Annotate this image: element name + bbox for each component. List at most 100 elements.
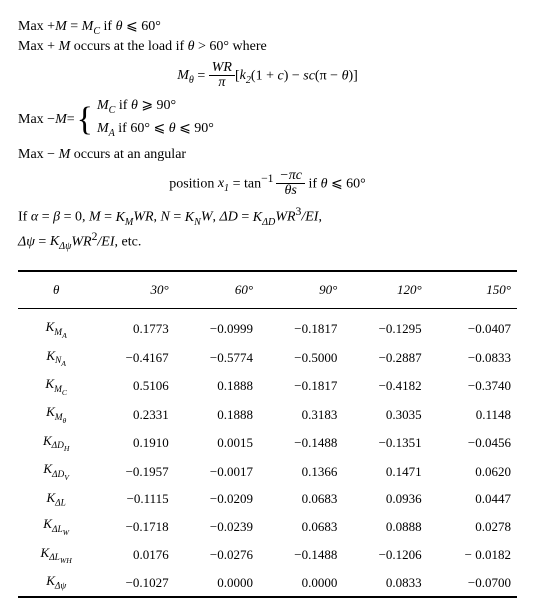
cell: −0.1718	[90, 512, 174, 540]
cell: −0.1488	[259, 429, 343, 457]
cell: −0.2887	[343, 344, 427, 372]
cell: −0.5000	[259, 344, 343, 372]
cell: 0.2331	[90, 400, 174, 428]
cell: 0.1888	[175, 400, 259, 428]
line-max-minus-m-cases: Max −M = { MC if θ ⩾ 90° MA if 60° ⩽ θ ⩽…	[18, 97, 517, 143]
cell: 0.0936	[343, 486, 427, 513]
var-M: M	[55, 112, 67, 128]
cell: 0.0888	[343, 512, 427, 540]
line-max-plus-m-occurs: Max + M occurs at the load if θ > 60° wh…	[18, 39, 517, 55]
var-theta: θ	[116, 19, 123, 34]
cell: −0.4167	[90, 344, 174, 372]
txt: if	[100, 19, 116, 34]
cell: −0.0700	[428, 569, 517, 597]
case-1: MC if θ ⩾ 90°	[97, 97, 214, 120]
table-row: KMθ0.23310.18880.31830.30350.1148	[18, 400, 517, 428]
row-label: KMC	[18, 372, 90, 400]
cell: −0.4182	[343, 372, 427, 400]
col-90: 90°	[259, 271, 343, 309]
txt: =	[67, 19, 82, 34]
coefficients-table: θ 30° 60° 90° 120° 150° KMA0.1773−0.0999…	[18, 270, 517, 598]
var-theta: θ	[188, 39, 195, 54]
txt: > 60° where	[195, 39, 267, 54]
col-120: 120°	[343, 271, 427, 309]
equation-position-x1: position x1 = tan−1 −πcθs if θ ⩽ 60°	[18, 169, 517, 199]
txt: ⩽ 60°	[123, 19, 161, 34]
cell: 0.1910	[90, 429, 174, 457]
row-label: KΔLW	[18, 512, 90, 540]
cell: −0.3740	[428, 372, 517, 400]
table-row: KΔLW−0.1718−0.02390.06830.08880.0278	[18, 512, 517, 540]
var-M: M	[59, 39, 71, 54]
cell: −0.1027	[90, 569, 174, 597]
row-label: KMθ	[18, 400, 90, 428]
txt: occurs at an angular	[70, 147, 186, 162]
cell: 0.0620	[428, 457, 517, 485]
cell: 0.0015	[175, 429, 259, 457]
line-max-minus-m-occurs: Max − M occurs at an angular	[18, 147, 517, 163]
table-row: KNA−0.4167−0.5774−0.5000−0.2887−0.0833	[18, 344, 517, 372]
cell: 0.3035	[343, 400, 427, 428]
row-label: KMA	[18, 315, 90, 343]
table-row: KΔDH0.19100.0015−0.1488−0.1351−0.0456	[18, 429, 517, 457]
line-max-plus-m-eq: Max +M = MC if θ ⩽ 60°	[18, 18, 517, 37]
table-row: KΔψ−0.10270.00000.00000.0833−0.0700	[18, 569, 517, 597]
brace-icon: {	[77, 103, 93, 137]
txt: Max +	[18, 19, 55, 34]
table-row: KΔDV−0.1957−0.00170.13660.14710.0620	[18, 457, 517, 485]
cell: −0.5774	[175, 344, 259, 372]
cell: 0.1888	[175, 372, 259, 400]
var-M: M	[55, 19, 67, 34]
cell: 0.0000	[175, 569, 259, 597]
equation-m-theta: Mθ = WRπ[k2(1 + c) − sc(π − θ)]	[18, 61, 517, 91]
cell: 0.0278	[428, 512, 517, 540]
row-label: KΔDH	[18, 429, 90, 457]
cell: 0.1148	[428, 400, 517, 428]
row-label: KΔDV	[18, 457, 90, 485]
col-60: 60°	[175, 271, 259, 309]
col-30: 30°	[90, 271, 174, 309]
txt: Max −	[18, 147, 59, 162]
cell: −0.1351	[343, 429, 427, 457]
cell: 0.1471	[343, 457, 427, 485]
cell: −0.0407	[428, 315, 517, 343]
cell: 0.0447	[428, 486, 517, 513]
cell: −0.0833	[428, 344, 517, 372]
txt: Max +	[18, 39, 59, 54]
row-label: KΔψ	[18, 569, 90, 597]
cell: 0.3183	[259, 400, 343, 428]
case-2: MA if 60° ⩽ θ ⩽ 90°	[97, 120, 214, 143]
cell: 0.1366	[259, 457, 343, 485]
txt: occurs at the load if	[70, 39, 187, 54]
cell: −0.1957	[90, 457, 174, 485]
table-row: KMC0.51060.1888−0.1817−0.4182−0.3740	[18, 372, 517, 400]
cell: −0.0017	[175, 457, 259, 485]
cell: 0.0683	[259, 512, 343, 540]
cell: −0.1817	[259, 315, 343, 343]
cell: 0.5106	[90, 372, 174, 400]
cell: −0.0209	[175, 486, 259, 513]
table-row: KΔL−0.1115−0.02090.06830.09360.0447	[18, 486, 517, 513]
cell: 0.0833	[343, 569, 427, 597]
cell: 0.0000	[259, 569, 343, 597]
cases: MC if θ ⩾ 90° MA if 60° ⩽ θ ⩽ 90°	[97, 97, 214, 143]
cell: −0.1295	[343, 315, 427, 343]
line-delta-psi: Δψ = KΔψWR2/EI, etc.	[18, 230, 517, 252]
cell: −0.1817	[259, 372, 343, 400]
cell: −0.1115	[90, 486, 174, 513]
var-MC: MC	[82, 19, 100, 34]
table-body: KMA0.1773−0.0999−0.1817−0.1295−0.0407KNA…	[18, 309, 517, 597]
row-label: KNA	[18, 344, 90, 372]
table-row: KMA0.1773−0.0999−0.1817−0.1295−0.0407	[18, 315, 517, 343]
cell: −0.0456	[428, 429, 517, 457]
cell: −0.0999	[175, 315, 259, 343]
cell: 0.1773	[90, 315, 174, 343]
cell: −0.0239	[175, 512, 259, 540]
txt: =	[67, 112, 75, 128]
txt: Max −	[18, 112, 55, 128]
table-header-row: θ 30° 60° 90° 120° 150°	[18, 271, 517, 309]
row-label: KΔL	[18, 486, 90, 513]
col-150: 150°	[428, 271, 517, 309]
cell: 0.0683	[259, 486, 343, 513]
line-if-alpha-beta: If α = β = 0, M = KMWR, N = KNW, ΔD = KΔ…	[18, 205, 517, 227]
